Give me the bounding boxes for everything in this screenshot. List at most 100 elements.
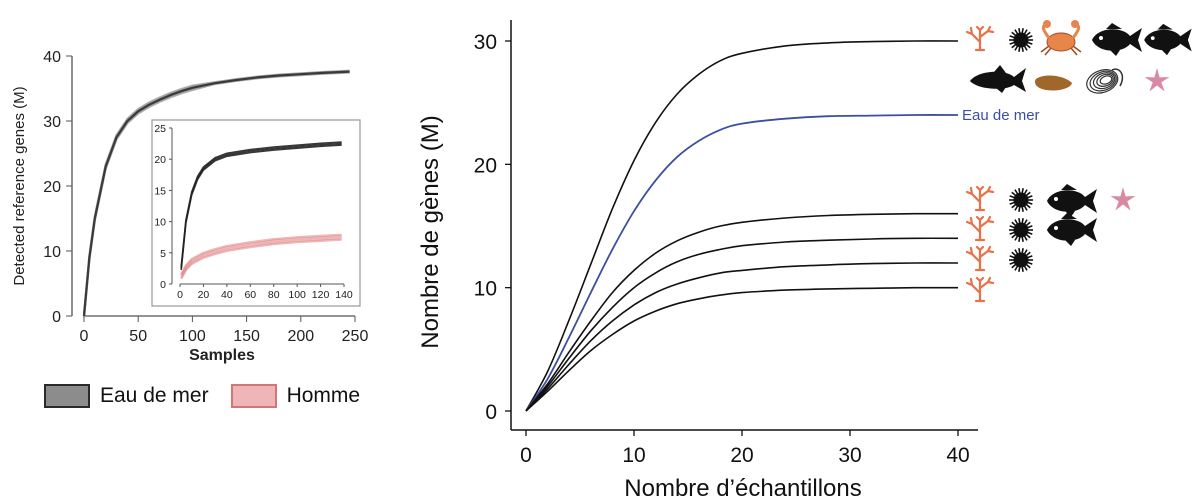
mussel-ridge bbox=[1089, 70, 1117, 92]
right-x-tick-label: 30 bbox=[838, 444, 861, 467]
inset-human-curve bbox=[180, 238, 342, 280]
left-y-tick-label: 0 bbox=[52, 309, 61, 326]
left-y-tick-label: 20 bbox=[43, 179, 61, 196]
fish-body bbox=[1092, 28, 1142, 52]
fish-eye bbox=[1054, 226, 1058, 230]
genes-curve bbox=[525, 286, 959, 412]
coral-icon bbox=[965, 276, 995, 303]
urchin-body bbox=[1013, 222, 1029, 238]
organism-icons bbox=[965, 20, 1192, 303]
coral-icon bbox=[965, 185, 995, 212]
inset-x-tick-label: 0 bbox=[177, 289, 183, 301]
urchin-body bbox=[1013, 32, 1029, 48]
left-x-tick-label: 150 bbox=[233, 328, 260, 345]
mussel-icon bbox=[1086, 68, 1124, 94]
crab-claw bbox=[1071, 20, 1079, 28]
inset-tick-labels: 0 20 40 60 80 100 120 140 0 5 10 15 20 25 bbox=[154, 123, 353, 301]
inset-sea-water-curve bbox=[180, 144, 342, 270]
inset-y-tick-label: 20 bbox=[154, 154, 166, 166]
fish-icon bbox=[1092, 23, 1142, 56]
starfish-body bbox=[1144, 68, 1170, 92]
fish-eye bbox=[1054, 197, 1058, 201]
right-y-tick-label: 0 bbox=[485, 401, 497, 424]
coral-icon bbox=[965, 215, 995, 242]
crab-icon bbox=[1040, 20, 1082, 56]
right-y-tick-label: 20 bbox=[474, 154, 497, 177]
sea-urchin-icon bbox=[1009, 28, 1033, 52]
fish-body bbox=[1144, 28, 1192, 52]
left-x-tick-label: 0 bbox=[80, 328, 89, 345]
left-y-axis-label: Detected reference genes (M) bbox=[11, 86, 28, 285]
inset-y-tick-label: 10 bbox=[154, 217, 166, 229]
sea-urchin-icon bbox=[1009, 188, 1033, 212]
inset-frame bbox=[151, 119, 361, 307]
inset-x-tick-label: 80 bbox=[268, 289, 280, 301]
genes-curve bbox=[525, 237, 959, 412]
inset-y-tick-label: 5 bbox=[160, 248, 166, 260]
tuna-fins bbox=[994, 65, 1006, 93]
left-x-axis-label: Samples bbox=[189, 347, 255, 364]
coral-branches bbox=[965, 25, 995, 52]
inset-y-tick-label: 15 bbox=[154, 185, 166, 197]
legend-swatch-human bbox=[230, 384, 277, 408]
inset-x-tick-label: 40 bbox=[221, 289, 233, 301]
starfish-body bbox=[1110, 187, 1136, 211]
starfish-icon bbox=[1110, 187, 1136, 211]
left-legend: Eau de mer Homme bbox=[44, 384, 360, 408]
legend-swatch-sea bbox=[44, 384, 90, 408]
fish-icon bbox=[1047, 184, 1097, 217]
inset-x-tick-label: 140 bbox=[335, 289, 353, 301]
right-x-tick-label: 20 bbox=[730, 444, 753, 467]
coral-icon bbox=[965, 245, 995, 272]
tuna-icon bbox=[970, 65, 1026, 93]
genes-curve bbox=[525, 262, 959, 412]
sea-water-curve bbox=[82, 70, 350, 317]
urchin-body bbox=[1013, 252, 1029, 268]
left-axes bbox=[66, 55, 356, 322]
right-y-tick-label: 30 bbox=[474, 31, 497, 54]
left-y-tick-label: 10 bbox=[43, 244, 61, 261]
right-axes bbox=[505, 20, 978, 436]
genes-curve bbox=[525, 40, 959, 412]
left-series bbox=[82, 69, 350, 319]
genes-curve bbox=[525, 212, 959, 412]
inset-x-tick-label: 20 bbox=[198, 289, 210, 301]
legend-label-sea: Eau de mer bbox=[100, 384, 209, 407]
sea-cucumber-icon bbox=[1034, 75, 1072, 91]
coral-branches bbox=[965, 245, 995, 272]
fish-body bbox=[1047, 189, 1097, 213]
coral-icon bbox=[965, 25, 995, 52]
right-tick-labels: 0 10 20 30 40 0 10 20 30 bbox=[474, 31, 970, 467]
legend-item-human: Homme bbox=[230, 384, 360, 408]
coral-branches bbox=[965, 185, 995, 212]
fish-icon bbox=[1144, 23, 1192, 56]
right-y-tick-label: 10 bbox=[474, 278, 497, 301]
crab-legs bbox=[1040, 45, 1082, 56]
fish-body bbox=[1047, 218, 1097, 242]
left-x-tick-label: 100 bbox=[179, 328, 206, 345]
inset-chart: 0 20 40 60 80 100 120 140 0 5 10 15 20 25 bbox=[151, 119, 361, 307]
crab-shell bbox=[1046, 32, 1076, 52]
sea-urchin-icon bbox=[1009, 248, 1033, 272]
right-y-axis-label: Nombre de gènes (M) bbox=[417, 115, 444, 348]
fish-icon bbox=[1047, 213, 1097, 246]
coral-branches bbox=[965, 276, 995, 303]
left-y-tick-label: 40 bbox=[43, 49, 61, 66]
mussel-ridge bbox=[1096, 73, 1114, 87]
fish-eye bbox=[1099, 36, 1103, 40]
right-x-axis-label: Nombre d’échantillons bbox=[624, 475, 861, 501]
left-x-tick-label: 250 bbox=[342, 328, 369, 345]
mussel-ridge bbox=[1092, 72, 1116, 90]
left-y-tick-label: 30 bbox=[43, 114, 61, 131]
left-x-tick-label: 50 bbox=[129, 328, 147, 345]
inset-series bbox=[180, 141, 342, 280]
right-x-tick-label: 0 bbox=[520, 444, 532, 467]
inset-y-tick-label: 0 bbox=[160, 279, 166, 291]
coral-branches bbox=[965, 215, 995, 242]
sea-water-curve-label: Eau de mer bbox=[962, 107, 1040, 124]
left-x-tick-label: 200 bbox=[287, 328, 314, 345]
crab-claw bbox=[1043, 20, 1051, 28]
right-x-tick-label: 40 bbox=[946, 444, 969, 467]
